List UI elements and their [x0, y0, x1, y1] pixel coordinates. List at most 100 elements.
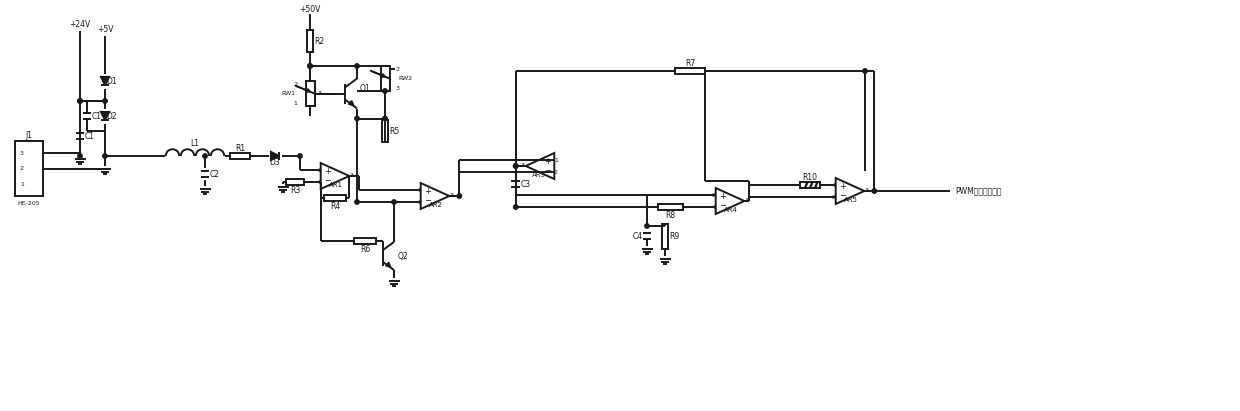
- Text: 3: 3: [20, 150, 24, 155]
- Text: AR1: AR1: [329, 182, 343, 188]
- Bar: [353, 238, 376, 244]
- Circle shape: [383, 116, 387, 121]
- Text: R7: R7: [684, 59, 696, 68]
- Bar: [381, 66, 389, 91]
- Circle shape: [458, 194, 461, 198]
- Text: HE-205: HE-205: [17, 201, 41, 206]
- Text: R8: R8: [665, 211, 675, 220]
- Text: 2: 2: [293, 81, 298, 86]
- Circle shape: [298, 154, 303, 158]
- Text: 3: 3: [350, 173, 353, 178]
- Text: AR3: AR3: [532, 172, 546, 178]
- Text: R6: R6: [360, 245, 370, 254]
- Text: AR5: AR5: [844, 197, 858, 203]
- Text: −: −: [544, 166, 552, 175]
- Polygon shape: [526, 153, 554, 179]
- Circle shape: [355, 200, 360, 204]
- Text: PWM散热驱动模块: PWM散热驱动模块: [955, 187, 1002, 196]
- Circle shape: [513, 164, 518, 168]
- Text: +: +: [838, 182, 846, 191]
- Text: 1: 1: [293, 101, 296, 106]
- Text: +: +: [544, 157, 552, 166]
- Text: C4: C4: [632, 231, 642, 240]
- Text: C1: C1: [84, 132, 94, 141]
- Bar: [324, 195, 346, 201]
- Text: 2: 2: [417, 199, 422, 205]
- Text: 1: 1: [20, 182, 24, 187]
- Polygon shape: [270, 152, 279, 160]
- Bar: [382, 120, 388, 142]
- Text: C3: C3: [521, 180, 531, 189]
- Bar: [306, 30, 314, 52]
- Text: 1: 1: [417, 187, 420, 192]
- Text: L1: L1: [191, 139, 200, 148]
- Bar: [800, 182, 820, 188]
- Circle shape: [392, 200, 397, 204]
- Text: D2: D2: [107, 111, 117, 120]
- Text: Q2: Q2: [398, 252, 408, 261]
- Text: C2: C2: [210, 169, 219, 178]
- Bar: [657, 204, 682, 210]
- Text: 1: 1: [712, 205, 715, 210]
- Text: R4: R4: [330, 202, 340, 211]
- Text: R3: R3: [290, 186, 300, 195]
- Text: +: +: [424, 187, 430, 196]
- Text: 2: 2: [712, 192, 715, 198]
- Text: 3: 3: [396, 85, 401, 90]
- Circle shape: [863, 69, 867, 73]
- Polygon shape: [100, 112, 109, 120]
- Circle shape: [308, 64, 312, 68]
- Text: +: +: [719, 192, 725, 201]
- Text: 1: 1: [554, 157, 558, 162]
- Text: D1: D1: [107, 76, 117, 85]
- Text: C1: C1: [92, 111, 102, 120]
- Bar: [229, 153, 250, 159]
- Circle shape: [78, 154, 82, 158]
- Circle shape: [103, 99, 107, 103]
- Text: 3: 3: [317, 91, 322, 96]
- Text: AR4: AR4: [724, 207, 738, 213]
- Text: −: −: [324, 176, 331, 185]
- Polygon shape: [836, 178, 864, 204]
- Circle shape: [513, 205, 518, 209]
- Bar: [662, 224, 668, 249]
- Text: 1: 1: [317, 180, 321, 185]
- Polygon shape: [321, 163, 350, 189]
- Text: 3: 3: [450, 192, 454, 198]
- Text: D3: D3: [269, 158, 280, 167]
- Polygon shape: [420, 183, 449, 209]
- Text: −: −: [719, 201, 725, 210]
- Text: R5: R5: [389, 127, 399, 136]
- Circle shape: [513, 164, 518, 168]
- Text: RW1: RW1: [281, 91, 295, 96]
- Bar: [286, 179, 304, 185]
- Bar: [305, 81, 315, 106]
- Text: R10: R10: [802, 173, 817, 182]
- Text: 1: 1: [832, 182, 836, 187]
- Text: +: +: [324, 166, 331, 175]
- Text: 3: 3: [521, 162, 525, 168]
- Text: +24V: +24V: [69, 19, 91, 28]
- Text: 2: 2: [317, 168, 321, 173]
- Circle shape: [355, 64, 360, 68]
- Text: 2: 2: [554, 169, 558, 175]
- Text: 2: 2: [832, 194, 836, 199]
- Bar: [675, 68, 706, 74]
- Circle shape: [872, 189, 877, 193]
- Text: R9: R9: [670, 231, 680, 240]
- Text: +5V: +5V: [97, 25, 113, 34]
- Text: Q1: Q1: [360, 84, 371, 93]
- Circle shape: [308, 64, 312, 68]
- Circle shape: [645, 224, 650, 228]
- Text: −: −: [424, 196, 430, 206]
- Text: 2: 2: [396, 67, 401, 72]
- Text: R2: R2: [314, 37, 325, 46]
- Text: 3: 3: [745, 198, 749, 203]
- Text: +50V: +50V: [299, 5, 321, 14]
- Circle shape: [203, 154, 207, 158]
- Circle shape: [383, 89, 387, 93]
- Circle shape: [103, 154, 107, 158]
- Polygon shape: [100, 77, 109, 85]
- Text: AR2: AR2: [429, 202, 443, 208]
- Circle shape: [78, 99, 82, 103]
